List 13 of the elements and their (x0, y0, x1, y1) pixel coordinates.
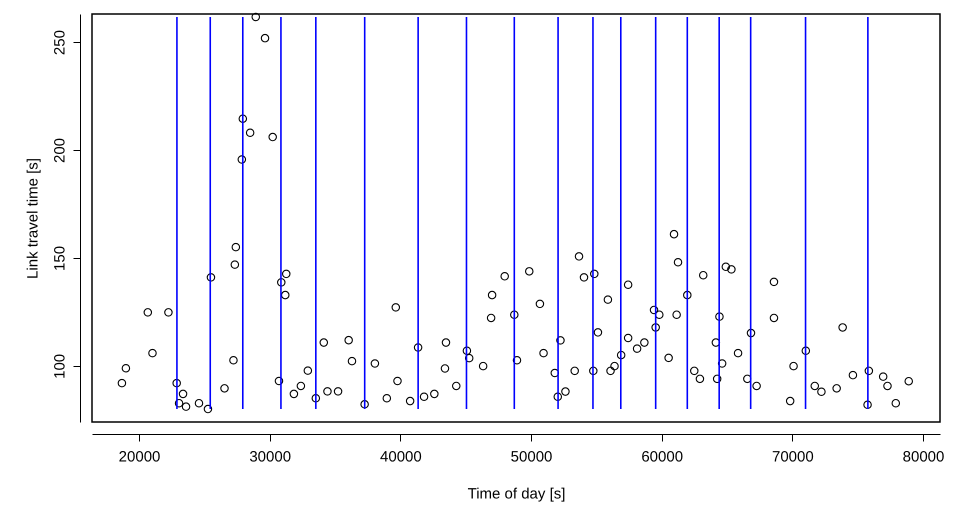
x-tick-label: 70000 (772, 448, 814, 466)
x-axis-title: Time of day [s] (468, 486, 566, 502)
x-tick-label: 60000 (641, 448, 684, 466)
x-tick-label: 20000 (118, 448, 160, 466)
y-axis-title: Link travel time [s] (24, 158, 42, 279)
x-tick-label: 80000 (902, 448, 944, 466)
x-tick-label: 50000 (510, 448, 552, 466)
x-tick-label: 30000 (249, 448, 292, 466)
y-tick-label: 250 (52, 30, 68, 56)
y-tick-label: 150 (52, 246, 68, 271)
y-tick-label: 200 (52, 138, 68, 164)
y-tick-label: 100 (52, 354, 68, 379)
x-tick-label: 40000 (380, 448, 422, 466)
